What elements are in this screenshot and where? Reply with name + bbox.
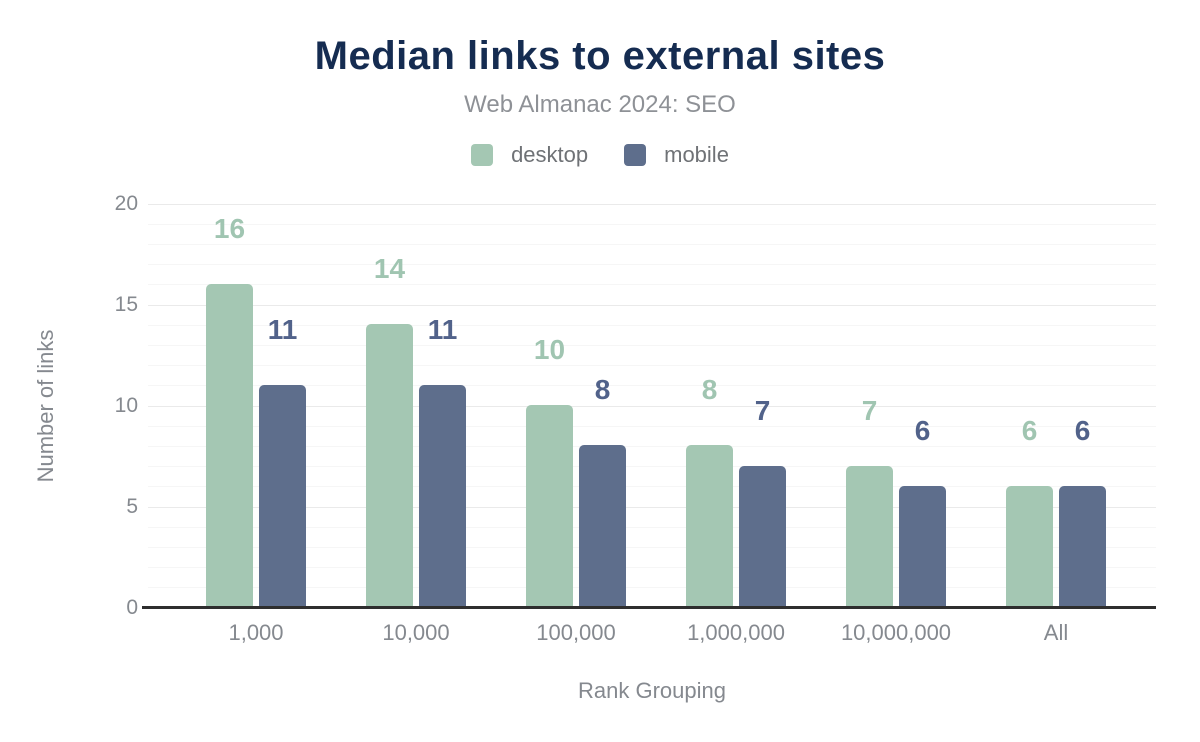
minor-gridline-14 — [148, 324, 1156, 326]
bar-value-label-desktop-All: 6 — [1021, 414, 1038, 446]
y-tick-label-0: 0 — [126, 596, 138, 619]
x-tick-label-10000000: 10,000,000 — [840, 620, 952, 645]
legend-item-desktop: desktop — [471, 142, 588, 168]
x-tick-label-100000: 100,000 — [536, 620, 616, 645]
x-axis-line — [142, 606, 1156, 609]
x-tick-label-All: All — [1043, 620, 1069, 645]
bar-mobile-1000 — [259, 384, 306, 607]
minor-gridline-16 — [148, 284, 1156, 286]
bar-mobile-All — [1059, 485, 1106, 607]
bar-value-label-desktop-1000: 16 — [213, 212, 246, 244]
x-tick-label-1000: 1,000 — [228, 620, 284, 645]
x-tick-label-1000000: 1,000,000 — [687, 620, 785, 645]
y-tick-label-20: 20 — [114, 192, 138, 215]
minor-gridline-13 — [148, 344, 1156, 346]
plot-area: 16 11 14 11 10 8 8 7 7 6 6 6 — [142, 203, 1156, 609]
minor-gridline-4 — [148, 526, 1156, 528]
bar-desktop-10000 — [366, 324, 413, 607]
minor-gridline-3 — [148, 546, 1156, 548]
bar-desktop-10000000 — [846, 465, 893, 607]
legend-label-mobile: mobile — [664, 142, 729, 167]
bar-value-label-mobile-1000000: 7 — [754, 394, 771, 426]
page-subtitle: Web Almanac 2024: SEO — [464, 91, 736, 118]
minor-gridline-9 — [148, 425, 1156, 427]
minor-gridline-11 — [148, 385, 1156, 387]
bar-value-label-mobile-10000: 11 — [427, 313, 458, 345]
minor-gridline-18 — [148, 243, 1156, 245]
y-tick-label-15: 15 — [114, 293, 138, 316]
bar-value-label-mobile-All: 6 — [1074, 414, 1091, 446]
bar-value-label-mobile-1000: 11 — [267, 313, 298, 345]
legend-label-desktop: desktop — [511, 142, 589, 167]
minor-gridline-8 — [148, 445, 1156, 447]
bar-desktop-1000000 — [686, 445, 733, 607]
minor-gridline-17 — [148, 264, 1156, 266]
legend-item-mobile: mobile — [624, 142, 729, 168]
bar-value-label-mobile-100000: 8 — [594, 374, 611, 406]
bar-mobile-10000 — [419, 384, 466, 607]
minor-gridline-7 — [148, 466, 1156, 468]
bar-value-label-desktop-100000: 10 — [533, 334, 566, 365]
major-gridline-5 — [148, 506, 1156, 508]
minor-gridline-2 — [148, 567, 1156, 569]
bar-mobile-1000000 — [739, 465, 786, 607]
page-title: Median links to external sites — [314, 34, 886, 78]
bar-mobile-100000 — [579, 445, 626, 607]
bar-value-label-desktop-1000000: 8 — [701, 374, 718, 406]
bar-desktop-1000 — [206, 283, 253, 607]
bar-value-label-mobile-10000000: 6 — [914, 414, 931, 446]
minor-gridline-6 — [148, 486, 1156, 488]
bar-mobile-10000000 — [899, 485, 946, 607]
bar-value-label-desktop-10000: 14 — [373, 253, 406, 285]
major-gridline-10 — [148, 405, 1156, 407]
bar-value-label-desktop-10000000: 7 — [861, 394, 878, 426]
major-gridline-20 — [148, 203, 1156, 205]
minor-gridline-1 — [148, 587, 1156, 589]
y-tick-label-5: 5 — [126, 495, 138, 518]
minor-gridline-19 — [148, 223, 1156, 225]
x-tick-label-10000: 10,000 — [382, 620, 450, 645]
bar-desktop-100000 — [526, 405, 573, 607]
y-tick-label-10: 10 — [114, 394, 138, 417]
bar-desktop-All — [1006, 485, 1053, 607]
legend-swatch-mobile-icon — [624, 144, 647, 166]
legend: desktop mobile — [0, 142, 1200, 168]
minor-gridline-12 — [148, 365, 1156, 367]
major-gridline-15 — [148, 304, 1156, 306]
x-axis-title: Rank Grouping — [578, 678, 726, 703]
legend-swatch-desktop-icon — [471, 144, 494, 166]
